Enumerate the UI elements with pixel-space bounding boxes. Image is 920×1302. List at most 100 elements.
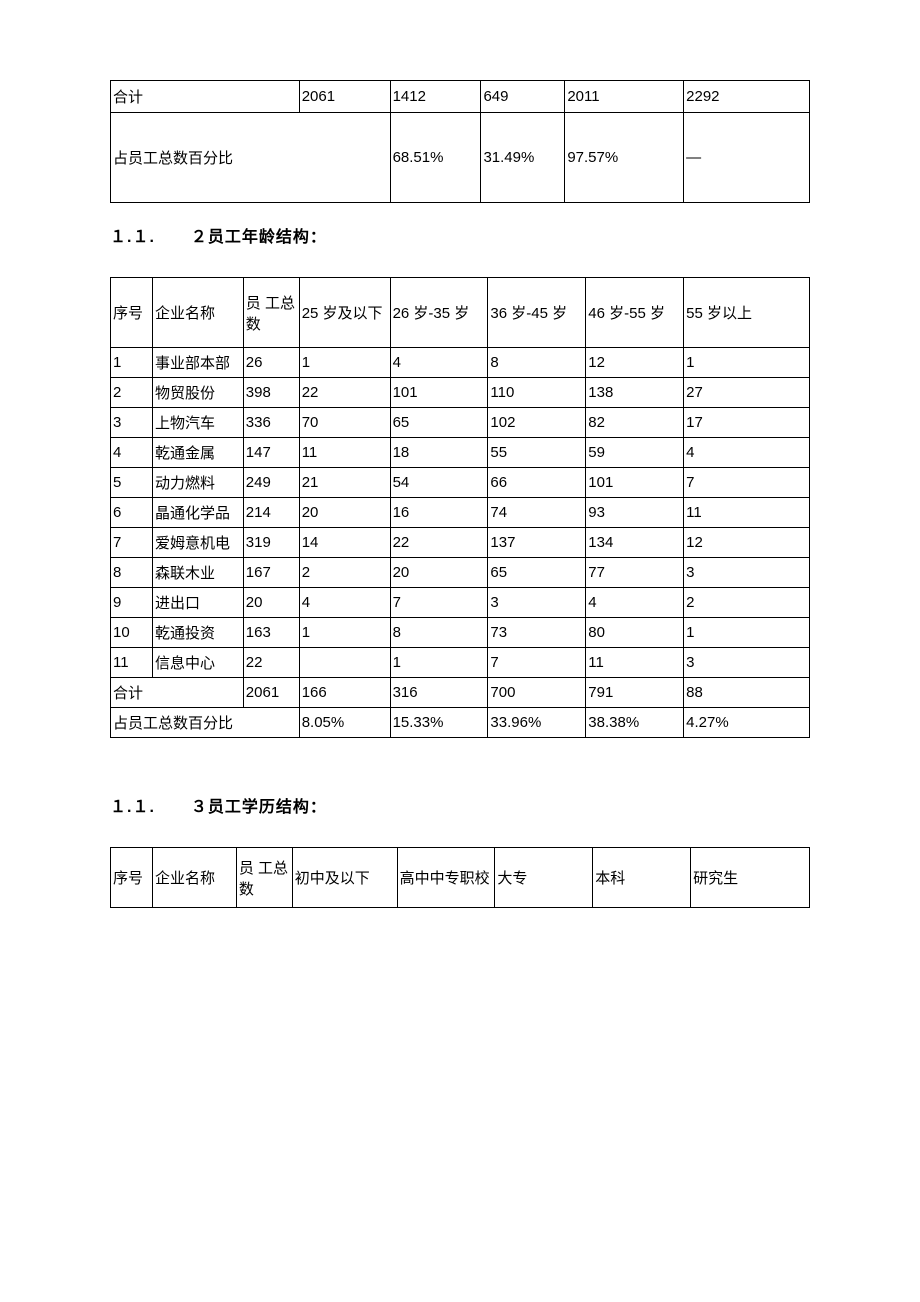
table-cell: 38.38% xyxy=(586,708,684,738)
table-cell: 占员工总数百分比 xyxy=(111,708,300,738)
table-cell: 乾通金属 xyxy=(152,438,243,468)
table-header-cell: 企业名称 xyxy=(152,278,243,348)
table-header-cell: 55 岁以上 xyxy=(684,278,810,348)
table-cell: 102 xyxy=(488,408,586,438)
table-header-cell: 26 岁-35 岁 xyxy=(390,278,488,348)
table-cell: 54 xyxy=(390,468,488,498)
table-header-cell: 大专 xyxy=(495,848,593,908)
table-cell: 791 xyxy=(586,678,684,708)
table-cell: 15.33% xyxy=(390,708,488,738)
table-cell: 合计 xyxy=(111,678,244,708)
table-total-row: 合计206116631670079188 xyxy=(111,678,810,708)
table-cell: 5 xyxy=(111,468,153,498)
table-header-cell: 企业名称 xyxy=(152,848,236,908)
table-cell: 12 xyxy=(684,528,810,558)
table-cell: 7 xyxy=(488,648,586,678)
table-cell: 7 xyxy=(111,528,153,558)
heading-prefix: １.１. xyxy=(110,799,155,816)
table-cell: 68.51% xyxy=(390,113,481,203)
table-cell: 214 xyxy=(243,498,299,528)
table-cell: 4 xyxy=(586,588,684,618)
table-header-cell: 高中中专职校 xyxy=(397,848,495,908)
table-cell: 11 xyxy=(684,498,810,528)
table-cell: 9 xyxy=(111,588,153,618)
table-header-cell: 研究生 xyxy=(691,848,810,908)
table-header-cell: 25 岁及以下 xyxy=(299,278,390,348)
table-cell: 97.57% xyxy=(565,113,684,203)
table-cell: 147 xyxy=(243,438,299,468)
table-cell: 乾通投资 xyxy=(152,618,243,648)
table-cell: 26 xyxy=(243,348,299,378)
table-row: 合计2061141264920112292 xyxy=(111,81,810,113)
table-cell: 11 xyxy=(299,438,390,468)
table-cell: 4 xyxy=(299,588,390,618)
table-cell: 3 xyxy=(684,648,810,678)
table-cell: 11 xyxy=(586,648,684,678)
table-cell: 物贸股份 xyxy=(152,378,243,408)
table-cell: 74 xyxy=(488,498,586,528)
table-cell: 12 xyxy=(586,348,684,378)
table-cell: 1 xyxy=(299,348,390,378)
table-cell: 88 xyxy=(684,678,810,708)
table-cell: 8 xyxy=(390,618,488,648)
table-cell: 20 xyxy=(299,498,390,528)
table-cell: 27 xyxy=(684,378,810,408)
table-cell: 8 xyxy=(488,348,586,378)
table-cell: 110 xyxy=(488,378,586,408)
table-cell: 1 xyxy=(390,648,488,678)
table-cell: 93 xyxy=(586,498,684,528)
table-cell: 8.05% xyxy=(299,708,390,738)
table-cell: 73 xyxy=(488,618,586,648)
table-row: 10乾通投资1631873801 xyxy=(111,618,810,648)
table-cell: 占员工总数百分比 xyxy=(111,113,391,203)
table-cell: 上物汽车 xyxy=(152,408,243,438)
table-header-row: 序号企业名称员 工总数25 岁及以下26 岁-35 岁36 岁-45 岁46 岁… xyxy=(111,278,810,348)
table-cell: 2061 xyxy=(299,81,390,113)
table-cell: 森联木业 xyxy=(152,558,243,588)
table-row: 6晶通化学品2142016749311 xyxy=(111,498,810,528)
table-cell: 2 xyxy=(111,378,153,408)
table-cell: 77 xyxy=(586,558,684,588)
table-header-cell: 36 岁-45 岁 xyxy=(488,278,586,348)
table-cell: 80 xyxy=(586,618,684,648)
table-header-cell: 46 岁-55 岁 xyxy=(586,278,684,348)
table-cell: 2 xyxy=(684,588,810,618)
table-cell: 1 xyxy=(684,348,810,378)
table-cell: 20 xyxy=(390,558,488,588)
age-structure-table: 序号企业名称员 工总数25 岁及以下26 岁-35 岁36 岁-45 岁46 岁… xyxy=(110,277,810,738)
table-cell: 163 xyxy=(243,618,299,648)
table-cell: 7 xyxy=(390,588,488,618)
table-cell: 2 xyxy=(299,558,390,588)
table-header-cell: 员 工总数 xyxy=(236,848,292,908)
table-cell: 1412 xyxy=(390,81,481,113)
table-cell: 7 xyxy=(684,468,810,498)
table-cell: 17 xyxy=(684,408,810,438)
table-cell: 21 xyxy=(299,468,390,498)
table-cell: 101 xyxy=(390,378,488,408)
table-cell: 138 xyxy=(586,378,684,408)
table-cell xyxy=(299,648,390,678)
table-header-cell: 序号 xyxy=(111,278,153,348)
table-cell: 66 xyxy=(488,468,586,498)
table-cell: 649 xyxy=(481,81,565,113)
table-cell: 3 xyxy=(684,558,810,588)
table-cell: 82 xyxy=(586,408,684,438)
table-cell: 65 xyxy=(488,558,586,588)
table-cell: 20 xyxy=(243,588,299,618)
table-cell: 3 xyxy=(488,588,586,618)
table-cell: 134 xyxy=(586,528,684,558)
table-cell: 137 xyxy=(488,528,586,558)
table-cell: 249 xyxy=(243,468,299,498)
table-row: 9进出口2047342 xyxy=(111,588,810,618)
table-header-row: 序号企业名称员 工总数初中及以下高中中专职校大专本科研究生 xyxy=(111,848,810,908)
table-percent-row: 占员工总数百分比8.05%15.33%33.96%38.38%4.27% xyxy=(111,708,810,738)
table-row: 占员工总数百分比68.51%31.49%97.57%— xyxy=(111,113,810,203)
table-cell: 55 xyxy=(488,438,586,468)
table-cell: 319 xyxy=(243,528,299,558)
table-cell: 167 xyxy=(243,558,299,588)
table-cell: — xyxy=(684,113,810,203)
table-cell: 59 xyxy=(586,438,684,468)
table-cell: 爱姆意机电 xyxy=(152,528,243,558)
table-cell: 22 xyxy=(299,378,390,408)
table-cell: 316 xyxy=(390,678,488,708)
